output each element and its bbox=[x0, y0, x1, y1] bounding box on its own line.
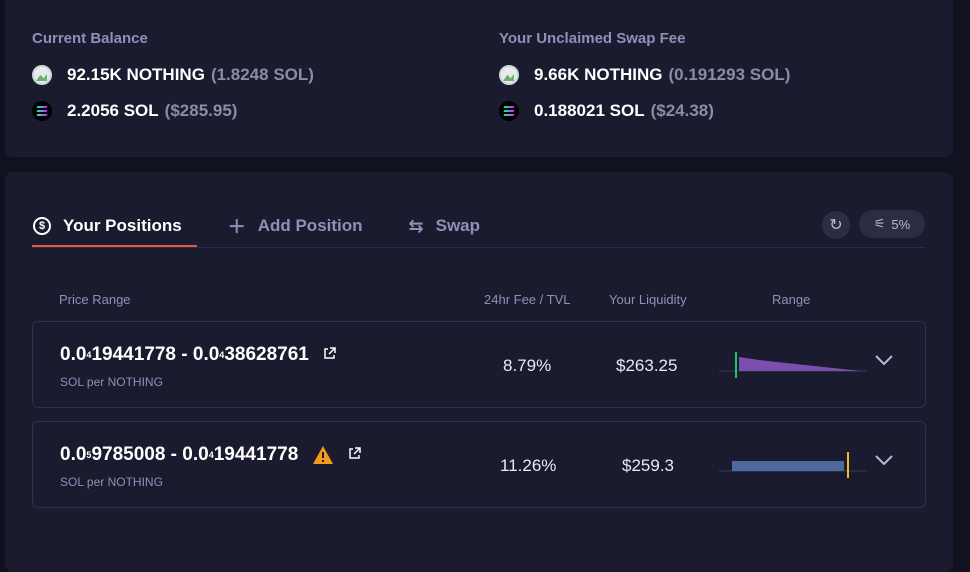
swap-arrows-icon: ⇆ bbox=[408, 215, 424, 236]
range-low-digits: 9785008 bbox=[91, 444, 166, 465]
balance-card: Current Balance 92.15K NOTHING (1.8248 S… bbox=[5, 0, 953, 157]
sol-token-icon bbox=[499, 101, 519, 121]
range-separator: - bbox=[175, 344, 193, 365]
unclaimed-fee-heading: Your Unclaimed Swap Fee bbox=[499, 30, 686, 47]
position-liquidity: $259.3 bbox=[622, 456, 674, 475]
range-low-zero-count: 5 bbox=[86, 450, 92, 460]
range-high-zero-count: 4 bbox=[219, 350, 225, 360]
warning-icon[interactable] bbox=[312, 445, 334, 465]
column-header-range: Range bbox=[772, 292, 811, 307]
fee-amount: 9.66K NOTHING bbox=[534, 65, 663, 84]
range-separator: - bbox=[165, 444, 183, 465]
active-tab-indicator bbox=[32, 245, 197, 247]
chevron-down-icon[interactable] bbox=[875, 452, 893, 470]
column-header-price-range: Price Range bbox=[59, 292, 131, 307]
range-low-prefix: 0.0 bbox=[60, 444, 87, 465]
tab-swap[interactable]: ⇆ Swap bbox=[409, 216, 481, 237]
range-high-prefix: 0.0 bbox=[182, 444, 209, 465]
tab-label: Add Position bbox=[257, 216, 363, 235]
range-high-prefix: 0.0 bbox=[192, 344, 220, 365]
balance-row: 2.2056 SOL ($285.95) bbox=[32, 100, 314, 122]
positions-card: $ Your Positions ＋ Add Position ⇆ Swap ↻… bbox=[5, 172, 953, 572]
plus-icon: ＋ bbox=[227, 217, 246, 237]
current-balance-heading: Current Balance bbox=[32, 30, 148, 47]
range-visualization bbox=[719, 452, 867, 478]
range-high-digits: 38628761 bbox=[224, 344, 309, 365]
fee-row: 9.66K NOTHING (0.191293 SOL) bbox=[499, 64, 790, 86]
tab-label: Your Positions bbox=[63, 216, 182, 235]
balance-sub: (1.8248 SOL) bbox=[210, 65, 314, 84]
balance-sub: ($285.95) bbox=[164, 101, 238, 120]
position-fee-tvl: 11.26% bbox=[500, 456, 557, 475]
nothing-token-icon bbox=[32, 65, 52, 85]
column-header-liquidity: Your Liquidity bbox=[609, 292, 687, 307]
position-unit: SOL per NOTHING bbox=[60, 475, 163, 489]
range-low-zero-count: 4 bbox=[86, 350, 92, 360]
range-high-digits: 19441778 bbox=[213, 444, 299, 465]
position-price-range: 0.0 5 9785008 - 0.0 4 19441778 bbox=[60, 444, 362, 466]
fee-sub: ($24.38) bbox=[650, 101, 714, 120]
slippage-button[interactable]: ⚟ 5% bbox=[859, 210, 925, 238]
external-link-icon[interactable] bbox=[348, 447, 362, 463]
range-low-prefix: 0.0 bbox=[60, 344, 87, 365]
balance-amount: 92.15K NOTHING bbox=[67, 65, 205, 84]
tab-your-positions[interactable]: $ Your Positions bbox=[33, 216, 182, 236]
range-visualization bbox=[719, 352, 867, 378]
current-balance-section: Current Balance 92.15K NOTHING (1.8248 S… bbox=[32, 30, 314, 122]
nothing-token-icon bbox=[499, 65, 519, 85]
tabs-divider bbox=[32, 247, 925, 248]
range-high-zero-count: 4 bbox=[208, 450, 214, 460]
fee-amount: 0.188021 SOL bbox=[534, 101, 645, 120]
sol-token-icon bbox=[32, 101, 52, 121]
chevron-down-icon[interactable] bbox=[875, 352, 893, 370]
refresh-icon: ↻ bbox=[829, 217, 843, 234]
balance-amount: 2.2056 SOL bbox=[67, 101, 159, 120]
liquidity-distribution bbox=[732, 461, 844, 471]
fee-sub: (0.191293 SOL) bbox=[668, 65, 791, 84]
sliders-icon: ⚟ bbox=[873, 216, 886, 231]
column-header-fee-tvl: 24hr Fee / TVL bbox=[484, 292, 571, 307]
position-unit: SOL per NOTHING bbox=[60, 375, 163, 389]
tab-add-position[interactable]: ＋ Add Position bbox=[228, 213, 363, 239]
fee-row: 0.188021 SOL ($24.38) bbox=[499, 100, 790, 122]
refresh-button[interactable]: ↻ bbox=[822, 211, 850, 239]
position-liquidity: $263.25 bbox=[616, 356, 678, 375]
position-row[interactable]: 0.0 4 19441778 - 0.0 4 38628761 SOL per NOTH… bbox=[32, 321, 926, 408]
unclaimed-fee-section: Your Unclaimed Swap Fee 9.66K NOTHING (0… bbox=[499, 30, 790, 122]
dollar-circle-icon: $ bbox=[33, 217, 51, 235]
position-price-range: 0.0 4 19441778 - 0.0 4 38628761 bbox=[60, 344, 336, 366]
balance-row: 92.15K NOTHING (1.8248 SOL) bbox=[32, 64, 314, 86]
range-low-digits: 19441778 bbox=[91, 344, 176, 365]
liquidity-distribution bbox=[739, 357, 861, 371]
external-link-icon[interactable] bbox=[323, 347, 336, 363]
position-row[interactable]: 0.0 5 9785008 - 0.0 4 19441778 SOL per NOTHI… bbox=[32, 421, 926, 508]
position-fee-tvl: 8.79% bbox=[503, 356, 552, 375]
tab-label: Swap bbox=[435, 216, 481, 235]
position-tabs: $ Your Positions ＋ Add Position ⇆ Swap bbox=[33, 212, 526, 240]
slippage-value: 5% bbox=[891, 216, 911, 232]
